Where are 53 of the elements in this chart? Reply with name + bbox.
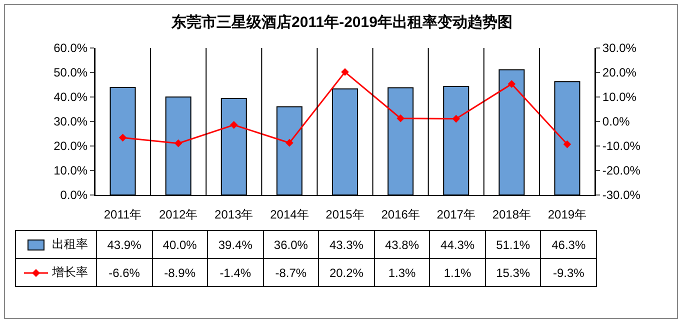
data-label: 15.3% [485, 258, 541, 286]
x-tick-label: 2018年 [492, 207, 532, 222]
y-tick-label: 10.0% [54, 164, 88, 178]
data-label: 1.1% [430, 258, 486, 286]
data-label: 46.3% [540, 230, 596, 258]
y2-tick-label: 30.0% [602, 41, 637, 56]
data-label: 43.8% [374, 230, 430, 258]
legend-label: 出租率 [52, 237, 88, 251]
point [563, 140, 572, 148]
data-label: 1.3% [374, 258, 430, 286]
y2-tick-label: 0.0% [602, 114, 630, 129]
y-tick-label: 50.0% [54, 66, 88, 80]
data-label: 39.4% [208, 230, 264, 258]
point [118, 134, 127, 142]
x-tick-label: 2017年 [436, 207, 476, 222]
y-tick-label: 60.0% [54, 41, 88, 56]
point [452, 114, 460, 123]
x-tick-label: 2011年 [104, 207, 142, 222]
data-label: -8.7% [263, 258, 319, 286]
point [230, 121, 238, 129]
data-label: -1.4% [208, 258, 264, 286]
y-tick-label: 30.0% [54, 114, 88, 129]
data-label: 43.3% [318, 230, 374, 258]
legend-label: 增长率 [52, 265, 88, 279]
data-label: 36.0% [263, 230, 319, 258]
y2-tick-label: 10.0% [602, 90, 637, 104]
x-tick-label: 2016年 [381, 207, 420, 222]
data-label: 40.0% [152, 230, 208, 258]
data-label: -8.9% [152, 258, 208, 286]
chart-title: 东莞市三星级酒店2011年-2019年出租率变动趋势图 [170, 12, 512, 31]
point [341, 68, 349, 76]
data-label: 44.3% [430, 230, 486, 258]
y2-tick-label: 20.0% [602, 66, 637, 80]
x-tick-label: 2019年 [548, 207, 587, 222]
x-tick-label: 2014年 [270, 207, 309, 222]
y2-tick-label: -10.0% [602, 139, 641, 154]
data-label: 43.9% [96, 230, 152, 258]
data-label: 20.2% [318, 258, 374, 286]
x-tick-label: 2013年 [214, 207, 254, 222]
point [508, 80, 516, 88]
y2-tick-label: -30.0% [602, 188, 641, 202]
y2-tick-label: -20.0% [602, 164, 641, 178]
data-label: 51.1% [485, 230, 541, 258]
y-tick-label: 20.0% [54, 139, 88, 154]
point [286, 138, 294, 147]
point [174, 139, 182, 148]
data-label: -9.3% [540, 258, 596, 286]
data-label: -6.6% [96, 258, 152, 286]
x-tick-label: 2012年 [158, 207, 198, 222]
y-tick-label: 0.0% [60, 188, 88, 202]
y-tick-label: 40.0% [54, 90, 88, 104]
x-tick-label: 2015年 [326, 207, 364, 222]
point [396, 114, 404, 122]
